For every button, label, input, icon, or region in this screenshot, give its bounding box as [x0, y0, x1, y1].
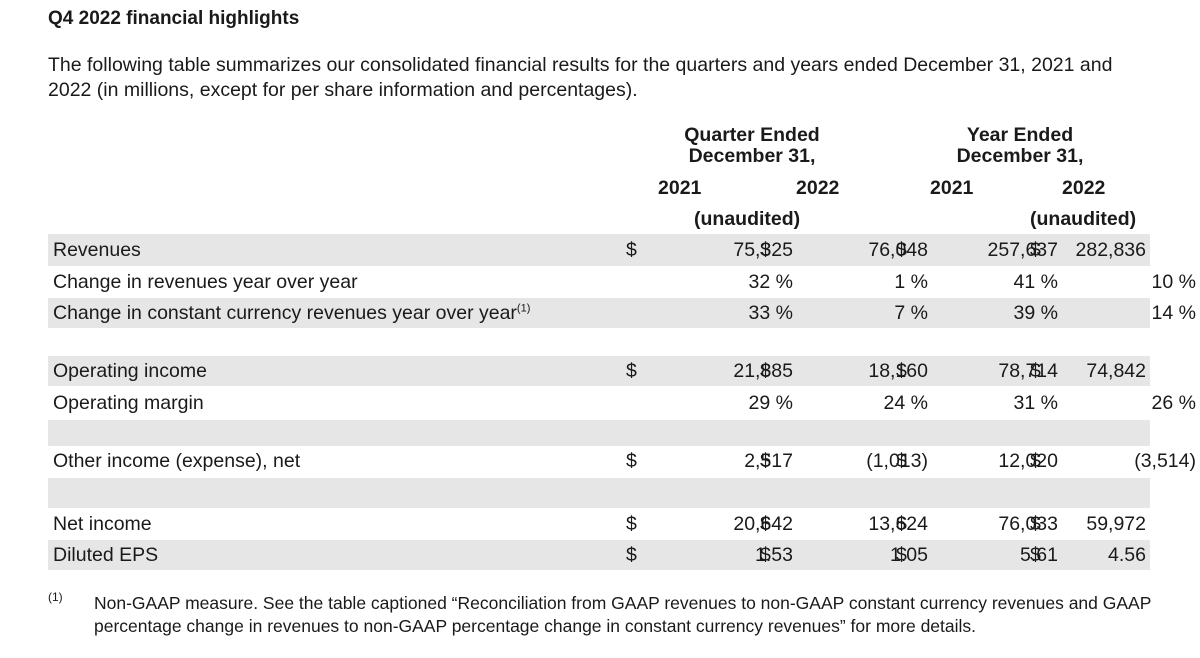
- table-row: Diluted EPS $ 1.53 $ 1.05 $ 5.61 $ 4.56: [48, 541, 1150, 571]
- cell-y2022: 74,842: [1086, 360, 1146, 382]
- shaded-band-operating-income: [48, 356, 1150, 386]
- currency-symbol: $: [896, 450, 907, 472]
- currency-symbol: $: [626, 513, 637, 535]
- cell-y2022: 26 %: [1151, 392, 1196, 414]
- cell-y2021: 41 %: [1013, 271, 1058, 293]
- row-label: Operating margin: [53, 392, 204, 414]
- cell-q2021: 32 %: [748, 271, 793, 293]
- cell-q2021: 1.53: [755, 544, 793, 566]
- cell-y2021: 31 %: [1013, 392, 1058, 414]
- table-row: Other income (expense), net $ 2,517 $ (1…: [48, 447, 1196, 477]
- shaded-band-revenues: [48, 234, 1150, 266]
- cell-q2021: 20,642: [733, 513, 793, 535]
- currency-symbol: $: [626, 239, 637, 261]
- cell-q2022: 1.05: [890, 544, 928, 566]
- currency-symbol: $: [760, 450, 771, 472]
- year-unaudited-label: (unaudited): [1030, 208, 1137, 230]
- cell-q2021: 2,517: [744, 450, 793, 472]
- currency-symbol: $: [1030, 450, 1041, 472]
- currency-symbol: $: [896, 360, 907, 382]
- cell-y2022: (3,514): [1134, 450, 1196, 472]
- quarter-2021-header: 2021: [658, 177, 702, 199]
- cell-y2021: 12,020: [998, 450, 1058, 472]
- currency-symbol: $: [1030, 513, 1041, 535]
- cell-y2021: 39 %: [1013, 302, 1058, 324]
- cell-q2021: 33 %: [748, 302, 793, 324]
- cell-y2021: 78,714: [998, 360, 1058, 382]
- page-title: Q4 2022 financial highlights: [48, 8, 300, 29]
- cell-q2022: 18,160: [868, 360, 928, 382]
- cell-y2022: 4.56: [1108, 544, 1146, 566]
- row-label: Revenues: [53, 239, 141, 261]
- year-ended-header: Year Ended December 31,: [956, 124, 1084, 167]
- table-row: Operating margin 29 % 24 % 31 % 26 %: [48, 389, 1196, 419]
- cell-y2022: 10 %: [1151, 271, 1196, 293]
- table-row: Operating income $ 21,885 $ 18,160 $ 78,…: [48, 357, 1150, 387]
- currency-symbol: $: [760, 513, 771, 535]
- currency-symbol: $: [626, 544, 637, 566]
- currency-symbol: $: [760, 239, 771, 261]
- row-label: Operating income: [53, 360, 207, 382]
- currency-symbol: $: [760, 544, 771, 566]
- cell-y2022: 14 %: [1151, 302, 1196, 324]
- currency-symbol: $: [1030, 360, 1041, 382]
- cell-y2021: 257,637: [987, 239, 1059, 261]
- cell-q2022: (1,013): [866, 450, 928, 472]
- cell-y2022: 282,836: [1075, 239, 1147, 261]
- quarter-ended-header: Quarter Ended December 31,: [684, 124, 820, 167]
- cell-q2021: 29 %: [748, 392, 793, 414]
- quarter-unaudited-label: (unaudited): [694, 208, 801, 230]
- quarter-2022-header: 2022: [796, 177, 840, 199]
- year-2022-header: 2022: [1062, 177, 1106, 199]
- cell-y2022: 59,972: [1086, 513, 1146, 535]
- cell-y2021: 5.61: [1020, 544, 1058, 566]
- table-row: Revenues $ 75,325 $ 76,048 $ 257,637 $ 2…: [48, 236, 1150, 266]
- currency-symbol: $: [626, 360, 637, 382]
- row-label: Other income (expense), net: [53, 450, 301, 472]
- table-row: Change in constant currency revenues yea…: [48, 299, 1196, 329]
- row-label: Diluted EPS: [53, 544, 159, 566]
- footnote-text: Non-GAAP measure. See the table captione…: [94, 593, 1152, 636]
- year-2021-header: 2021: [930, 177, 974, 199]
- table-row: Change in revenues year over year 32 % 1…: [48, 268, 1196, 298]
- footnote-marker: (1): [48, 590, 63, 604]
- cell-q2021: 75,325: [733, 239, 793, 261]
- row-label: Net income: [53, 513, 152, 535]
- cell-q2022: 24 %: [883, 392, 928, 414]
- footnote-reference: (1): [516, 302, 531, 315]
- shaded-band-constant-currency: [48, 298, 1150, 328]
- row-label: Change in revenues year over year: [53, 271, 358, 293]
- intro-paragraph: The following table summarizes our conso…: [48, 54, 1113, 101]
- shaded-band-diluted-eps: [48, 540, 1150, 570]
- currency-symbol: $: [1030, 239, 1041, 261]
- currency-symbol: $: [626, 450, 637, 472]
- cell-y2021: 76,033: [998, 513, 1058, 535]
- currency-symbol: $: [760, 360, 771, 382]
- cell-q2022: 76,048: [868, 239, 928, 261]
- currency-symbol: $: [896, 544, 907, 566]
- cell-q2022: 13,624: [868, 513, 928, 535]
- table-row: Net income $ 20,642 $ 13,624 $ 76,033 $ …: [48, 510, 1150, 540]
- cell-q2021: 21,885: [733, 360, 793, 382]
- currency-symbol: $: [896, 513, 907, 535]
- currency-symbol: $: [1030, 544, 1041, 566]
- shaded-band-spacer-2: [48, 478, 1150, 508]
- row-label: Change in constant currency revenues yea…: [53, 302, 531, 324]
- cell-q2022: 1 %: [894, 271, 928, 293]
- shaded-band-spacer-1: [48, 420, 1150, 446]
- currency-symbol: $: [896, 239, 907, 261]
- cell-q2022: 7 %: [894, 302, 928, 324]
